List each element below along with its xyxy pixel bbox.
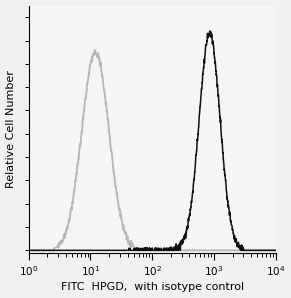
- Y-axis label: Relative Cell Number: Relative Cell Number: [6, 70, 15, 188]
- X-axis label: FITC  HPGD,  with isotype control: FITC HPGD, with isotype control: [61, 283, 244, 292]
